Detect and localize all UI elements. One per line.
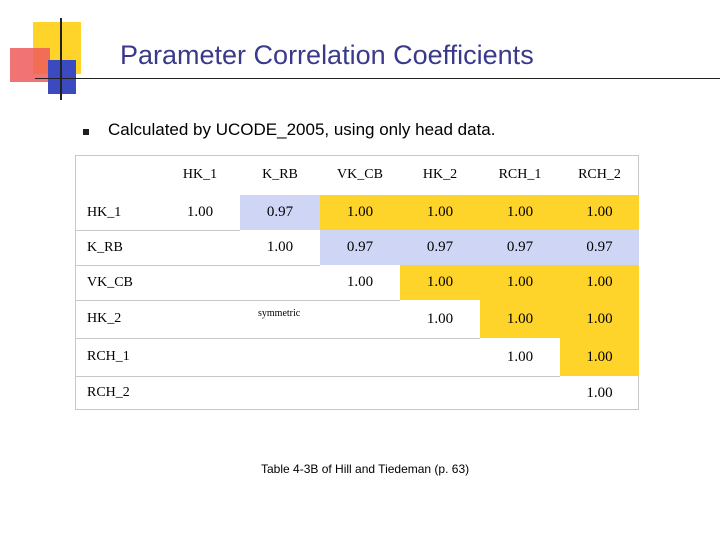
- table-cell: 0.97: [320, 230, 400, 265]
- row-label: VK_CB: [87, 274, 133, 290]
- table-cell: [240, 265, 320, 300]
- table-cell: 1.00: [586, 384, 613, 401]
- row-label: RCH_2: [87, 385, 130, 400]
- slide-title: Parameter Correlation Coefficients: [120, 40, 534, 70]
- column-header: VK_CB: [337, 167, 383, 182]
- table-cell: 0.97: [400, 230, 480, 265]
- table-caption: Table 4-3B of Hill and Tiedeman (p. 63): [261, 462, 470, 476]
- column-header: RCH_2: [578, 167, 621, 182]
- column-header: K_RB: [262, 167, 298, 182]
- table-cell: 1.00: [560, 265, 639, 300]
- deco-horizontal-line: [35, 78, 720, 79]
- table-cell: [320, 338, 400, 376]
- table-cell: [480, 376, 560, 410]
- row-divider: [75, 230, 240, 231]
- row-divider: [75, 376, 560, 377]
- column-header: HK_2: [422, 167, 458, 182]
- table-cell: 0.97: [240, 195, 320, 230]
- bullet-text: Calculated by UCODE_2005, using only hea…: [108, 120, 496, 139]
- row-label: HK_1: [87, 204, 122, 220]
- table-cell: 1.00: [560, 300, 639, 338]
- column-header: RCH_1: [498, 167, 542, 182]
- deco-red-square: [10, 48, 50, 82]
- table-cell: 1.00: [506, 348, 534, 365]
- row-divider: [75, 265, 320, 266]
- table-cell: [320, 376, 400, 410]
- table-cell: 1.00: [480, 265, 560, 300]
- deco-blue-square: [48, 60, 76, 94]
- bullet-icon: [83, 129, 89, 135]
- row-label: RCH_1: [87, 349, 130, 364]
- column-header: HK_1: [182, 167, 218, 182]
- table-cell: [240, 338, 320, 376]
- table-cell: 1.00: [480, 300, 560, 338]
- table-cell: 0.97: [560, 230, 639, 265]
- table-cell: [320, 300, 400, 338]
- table-cell: 1.00: [266, 239, 294, 255]
- table-cell: [400, 338, 480, 376]
- table-cell: [160, 376, 240, 410]
- table-cell: [240, 300, 320, 338]
- table-cell: 1.00: [426, 310, 454, 327]
- table-cell: 1.00: [560, 195, 639, 230]
- table-cell: [160, 265, 240, 300]
- table-cell: [400, 376, 480, 410]
- table-cell: 1.00: [346, 274, 374, 290]
- table-cell: 1.00: [560, 338, 639, 376]
- row-label: HK_2: [87, 311, 122, 326]
- row-divider: [75, 338, 480, 339]
- table-cell: [160, 300, 240, 338]
- row-divider: [75, 300, 400, 301]
- symmetric-note: symmetric: [258, 308, 301, 319]
- table-cell: 1.00: [320, 195, 400, 230]
- deco-vertical-line: [60, 18, 62, 100]
- table-cell: [160, 338, 240, 376]
- table-cell: [240, 376, 320, 410]
- table-cell: 1.00: [400, 265, 480, 300]
- table-cell: 1.00: [186, 204, 214, 220]
- table-cell: 1.00: [400, 195, 480, 230]
- table-cell: [160, 230, 240, 265]
- table-cell: 0.97: [480, 230, 560, 265]
- row-label: K_RB: [87, 239, 123, 255]
- table-cell: 1.00: [480, 195, 560, 230]
